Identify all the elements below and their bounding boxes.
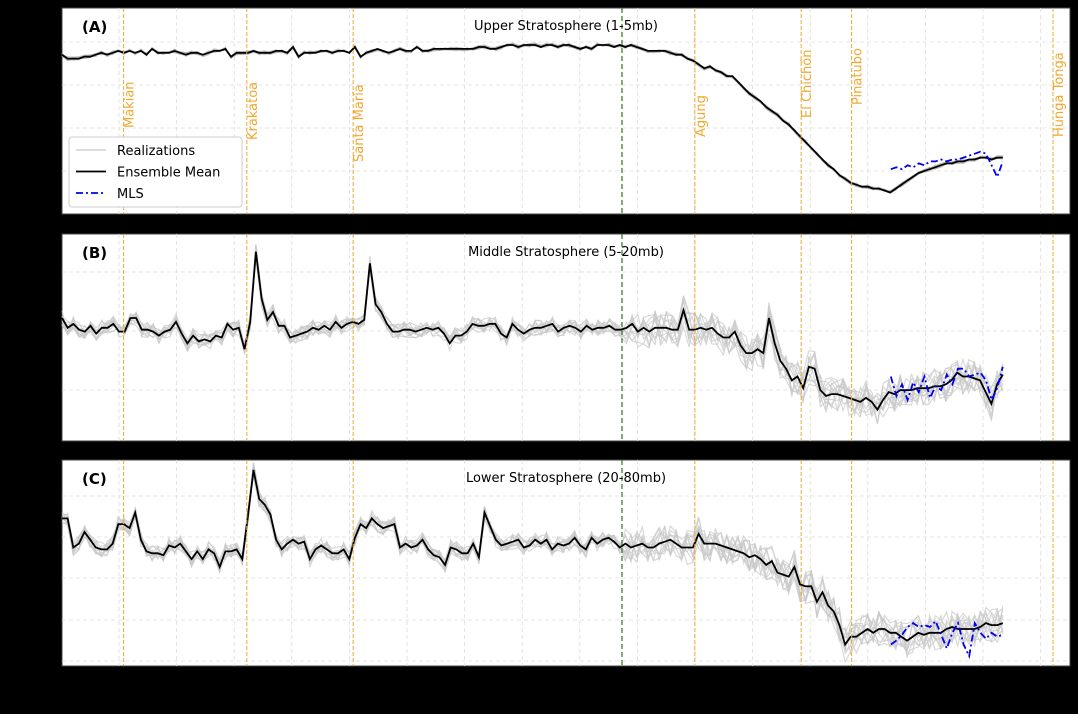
panel-title: Middle Stratosphere (5-20mb)	[468, 245, 664, 260]
mls-line	[890, 619, 1004, 660]
realization-line	[61, 244, 1004, 420]
panel-label: (B)	[82, 244, 107, 262]
volcano-label: Hunga Tonga	[1052, 52, 1067, 137]
panel-a: Makian Krakatoa Santa María Agung El Chichón…	[61, 7, 1071, 215]
volcano-label: Agung	[694, 95, 709, 137]
panel-b: Middle Stratosphere (5-20mb) (B)	[61, 233, 1071, 442]
legend-item-realizations: Realizations	[76, 144, 195, 159]
mls-line	[890, 150, 1004, 180]
realization-line	[61, 475, 1003, 652]
panel-title: Lower Stratosphere (20-80mb)	[466, 471, 666, 486]
volcano-label: Krakatoa	[246, 82, 261, 140]
legend-item-ensemble-mean: Ensemble Mean	[76, 166, 220, 181]
legend-box	[68, 136, 243, 208]
legend: Realizations Ensemble Mean MLS	[68, 136, 243, 208]
panel-label: (A)	[82, 18, 107, 36]
legend-item-mls: MLS	[76, 187, 144, 202]
ensemble-mean-line	[61, 44, 1003, 194]
panel-c: Lower Stratosphere (20-80mb) (C)	[61, 459, 1071, 667]
panel-title: Upper Stratosphere (1-5mb)	[474, 19, 658, 34]
plot-area	[61, 233, 1071, 442]
mls-line	[889, 366, 1004, 403]
volcano-label: Makian	[123, 81, 138, 128]
ensemble-mean-line	[62, 469, 1004, 647]
volcano-label: El Chichón	[800, 50, 815, 118]
legend-label: Realizations	[117, 144, 195, 159]
ensemble-mean-line	[61, 251, 1004, 412]
volcano-label: Santa María	[352, 84, 367, 162]
legend-label: MLS	[117, 187, 144, 202]
legend-label: Ensemble Mean	[117, 166, 220, 181]
panel-label: (C)	[82, 470, 107, 488]
volcano-label: Pinatubo	[851, 48, 866, 105]
